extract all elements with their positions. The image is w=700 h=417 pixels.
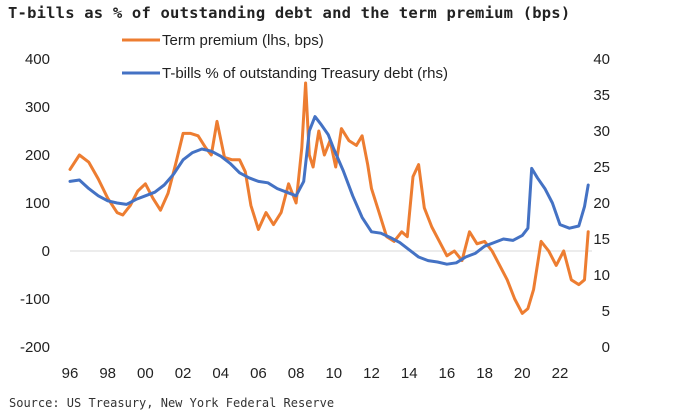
- right-axis-tick: 0: [602, 339, 610, 356]
- right-axis-tick: 35: [593, 87, 610, 104]
- x-axis-tick: 00: [137, 365, 154, 382]
- left-axis-tick: 200: [25, 147, 50, 164]
- x-axis-tick: 20: [514, 365, 531, 382]
- left-axis-tick: -100: [20, 291, 50, 308]
- x-axis-tick: 04: [212, 365, 229, 382]
- right-axis-tick: 40: [593, 51, 610, 68]
- right-axis-tick: 25: [593, 159, 610, 176]
- x-axis-tick: 96: [62, 365, 79, 382]
- x-axis-tick: 06: [250, 365, 267, 382]
- left-axis-tick: 300: [25, 99, 50, 116]
- x-axis-tick: 18: [476, 365, 493, 382]
- left-axis-tick: 100: [25, 195, 50, 212]
- legend-label: T-bills % of outstanding Treasury debt (…: [162, 65, 448, 82]
- right-axis-tick: 30: [593, 123, 610, 140]
- x-axis-tick: 02: [175, 365, 192, 382]
- x-axis-tick: 08: [288, 365, 305, 382]
- x-axis-tick: 12: [363, 365, 380, 382]
- right-axis-tick: 20: [593, 195, 610, 212]
- x-axis-tick: 22: [552, 365, 569, 382]
- x-axis-tick: 14: [401, 365, 418, 382]
- legend-label: Term premium (lhs, bps): [162, 32, 324, 49]
- right-axis-tick: 5: [602, 303, 610, 320]
- chart-title: T-bills as % of outstanding debt and the…: [8, 4, 571, 22]
- left-axis-tick: 400: [25, 51, 50, 68]
- left-axis-tick: 0: [42, 243, 50, 260]
- right-axis-tick: 15: [593, 231, 610, 248]
- x-axis-tick: 16: [439, 365, 456, 382]
- left-axis-tick: -200: [20, 339, 50, 356]
- source-note: Source: US Treasury, New York Federal Re…: [9, 396, 335, 410]
- tbills-share-line: [68, 115, 590, 266]
- x-axis-tick: 98: [99, 365, 116, 382]
- term-premium-line: [68, 81, 590, 315]
- right-axis-tick: 10: [593, 267, 610, 284]
- x-axis-tick: 10: [325, 365, 342, 382]
